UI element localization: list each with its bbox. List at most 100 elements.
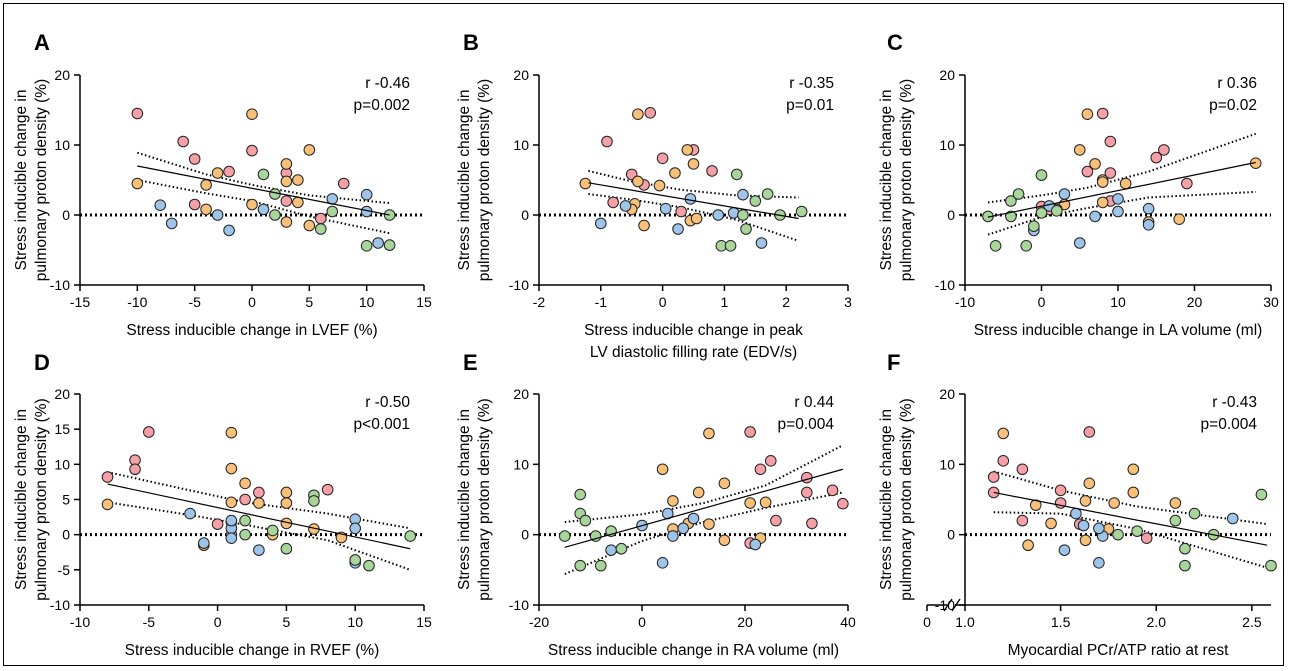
x-tick-label: 10	[359, 294, 375, 310]
data-point-green	[730, 168, 743, 181]
data-point-orange	[253, 497, 265, 509]
data-point-pink	[744, 426, 756, 438]
data-point-orange	[1083, 477, 1096, 490]
data-point-green	[239, 514, 251, 527]
data-point-pink	[837, 497, 849, 510]
data-point-green	[1035, 169, 1048, 181]
data-point-green	[280, 542, 293, 555]
y-tick-label: 10	[513, 137, 529, 153]
data-point-pink	[987, 471, 1000, 483]
panel-letter: B	[463, 30, 479, 55]
correlation-r: r -0.43	[1212, 394, 1257, 411]
x-tick-label: 20	[737, 614, 753, 630]
data-point-blue	[165, 217, 178, 230]
axis-break-mark	[943, 598, 953, 612]
x-tick-label: 0	[214, 614, 222, 630]
x-axis-label: LV diastolic filling rate (EDV/s)	[590, 344, 797, 361]
data-point-green	[795, 205, 808, 218]
data-point-green	[1179, 542, 1191, 555]
data-point-blue	[1093, 557, 1105, 569]
data-point-orange	[1127, 486, 1140, 499]
data-point-pink	[754, 463, 767, 476]
y-tick-label: 10	[54, 456, 70, 472]
x-tick-label: 0	[248, 294, 256, 310]
data-point-orange	[1079, 534, 1092, 547]
figure-frame	[3, 3, 1284, 666]
data-point-orange	[681, 144, 694, 156]
data-point-green	[404, 530, 417, 542]
data-point-pink	[801, 471, 813, 484]
y-tick-label: -10	[935, 277, 955, 293]
x-axis-label: Stress inducible change in LVEF (%)	[126, 322, 377, 339]
y-axis-label: Stress inducible change in	[456, 409, 473, 590]
x-tick-label: 3	[844, 294, 852, 310]
data-point-pink	[675, 205, 687, 218]
data-point-orange	[303, 144, 316, 156]
data-point-orange	[703, 518, 715, 530]
data-point-blue	[749, 538, 762, 551]
y-tick-label: 0	[521, 207, 529, 223]
x-tick-label: -20	[529, 614, 549, 630]
data-point-green	[308, 495, 320, 507]
data-point-blue	[211, 209, 224, 221]
correlation-r: r 0.44	[794, 394, 834, 411]
data-point-orange	[653, 179, 666, 192]
regression-line	[987, 161, 1256, 218]
x-tick-label: -5	[143, 614, 156, 630]
data-point-blue	[257, 203, 270, 216]
data-point-blue	[1073, 237, 1086, 249]
data-point-orange	[759, 496, 772, 509]
y-tick-label: 0	[947, 527, 955, 543]
y-axis-label: pulmonary proton density (%)	[476, 398, 493, 600]
y-axis-label: pulmonary proton density (%)	[898, 398, 915, 600]
regression-line	[564, 468, 844, 548]
data-point-orange	[280, 216, 293, 228]
data-point-orange	[1096, 196, 1109, 209]
data-point-pink	[601, 135, 613, 148]
data-point-orange	[211, 167, 224, 179]
data-point-pink	[211, 518, 224, 530]
data-point-green	[326, 205, 339, 218]
data-point-pink	[131, 107, 144, 120]
data-point-blue	[184, 507, 196, 520]
data-point-blue	[253, 544, 265, 556]
data-point-pink	[644, 107, 657, 119]
data-point-orange	[1022, 539, 1034, 552]
x-tick-label: -15	[70, 294, 90, 310]
data-point-pink	[1104, 135, 1117, 148]
x-tick-label: -1	[595, 294, 608, 310]
data-point-green	[266, 524, 279, 537]
data-point-pink	[1104, 167, 1117, 179]
x-tick-label: 2	[782, 294, 790, 310]
x-tick-label: -10	[70, 614, 90, 630]
data-point-orange	[280, 486, 293, 499]
data-point-pink	[607, 196, 619, 209]
data-point-orange	[690, 212, 703, 225]
data-point-pink	[1083, 426, 1096, 438]
y-axis-label: pulmonary proton density (%)	[476, 79, 493, 281]
data-point-green	[1005, 210, 1017, 223]
data-point-blue	[737, 188, 749, 201]
data-point-pink	[143, 426, 155, 438]
data-point-orange	[632, 175, 644, 188]
data-point-blue	[225, 532, 238, 544]
data-point-orange	[703, 427, 715, 440]
chart-panel-c: C -10 0 10 20 30 -10 0 10 20 r 0.36 p=0.02 Stress in…	[878, 30, 1279, 339]
data-point-green	[724, 240, 737, 252]
data-point-orange	[239, 477, 251, 490]
x-tick-label: 5	[283, 614, 291, 630]
data-point-green	[269, 209, 281, 221]
panel-letter: C	[887, 30, 903, 55]
data-point-green	[349, 554, 362, 566]
data-point-orange	[667, 495, 679, 507]
x-tick-label: 2.5	[1242, 614, 1262, 630]
data-point-pink	[1181, 177, 1193, 190]
y-tick-label: -10	[50, 277, 70, 293]
x-tick-label: 0	[1038, 294, 1046, 310]
data-point-green	[574, 559, 587, 572]
data-point-orange	[1108, 497, 1120, 509]
y-tick-label: 10	[54, 137, 70, 153]
data-point-pink	[280, 195, 293, 207]
data-point-blue	[1058, 188, 1071, 200]
